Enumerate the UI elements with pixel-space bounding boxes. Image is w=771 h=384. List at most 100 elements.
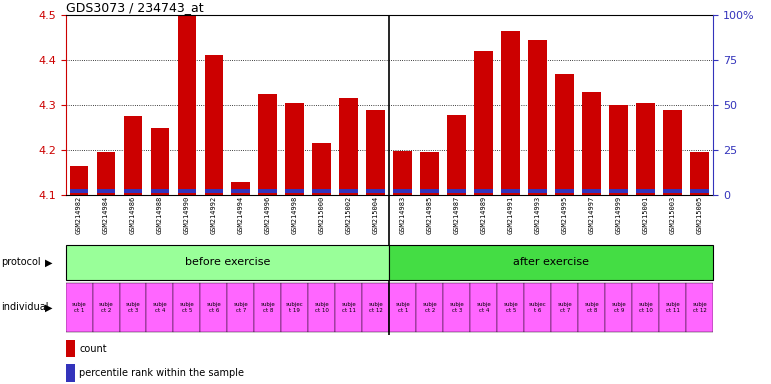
Bar [66,283,93,332]
Text: GSM215002: GSM215002 [346,196,352,234]
Text: after exercise: after exercise [513,257,589,268]
Bar [69,166,89,195]
Text: GSM215005: GSM215005 [697,196,702,234]
Text: before exercise: before exercise [185,257,270,268]
Text: GSM214993: GSM214993 [535,196,540,234]
Text: GSM215000: GSM215000 [319,196,325,234]
Bar [96,189,116,193]
Bar [120,283,146,332]
Bar [393,151,412,195]
Bar [231,189,251,193]
Bar [281,283,308,332]
Bar [501,31,520,195]
Text: subjec
t 19: subjec t 19 [286,302,304,313]
Text: subje
ct 5: subje ct 5 [180,302,194,313]
Bar [528,40,547,195]
Text: GSM214982: GSM214982 [76,196,82,234]
Bar [690,189,709,193]
Text: GSM214996: GSM214996 [265,196,271,234]
Bar [447,189,466,193]
Text: subje
ct 8: subje ct 8 [261,302,275,313]
Text: GSM214986: GSM214986 [130,196,136,234]
Bar [632,283,659,332]
Bar [69,189,89,193]
Bar [123,116,143,195]
Bar [501,189,520,193]
Text: subje
ct 4: subje ct 4 [153,302,167,313]
Text: GSM214989: GSM214989 [481,196,487,234]
Text: GSM215001: GSM215001 [643,196,648,234]
Text: protocol: protocol [2,257,41,268]
Bar [312,143,332,195]
Bar [474,189,493,193]
Bar [366,189,386,193]
Bar [227,283,254,332]
Bar [177,16,197,195]
Bar [636,103,655,195]
Bar [389,283,416,332]
Bar [200,283,227,332]
Text: GSM214997: GSM214997 [589,196,594,234]
Text: subje
ct 12: subje ct 12 [369,302,383,313]
Text: subje
ct 2: subje ct 2 [99,302,113,313]
Text: subje
ct 1: subje ct 1 [396,302,410,313]
Bar [420,189,439,193]
Text: subje
ct 7: subje ct 7 [557,302,572,313]
Bar [609,189,628,193]
Text: GDS3073 / 234743_at: GDS3073 / 234743_at [66,1,204,14]
Bar [308,283,335,332]
Bar [173,283,200,332]
Text: subje
ct 11: subje ct 11 [665,302,680,313]
Text: ▶: ▶ [45,257,52,268]
Bar [204,189,224,193]
Text: subje
ct 8: subje ct 8 [584,302,599,313]
Bar [690,152,709,195]
Text: subje
ct 10: subje ct 10 [638,302,653,313]
Text: GSM214988: GSM214988 [157,196,163,234]
Text: GSM214984: GSM214984 [103,196,109,234]
Text: subje
ct 5: subje ct 5 [503,302,518,313]
Bar [497,283,524,332]
Text: subje
ct 3: subje ct 3 [126,302,140,313]
Text: GSM214995: GSM214995 [562,196,567,234]
Bar [555,189,574,193]
Bar [93,283,120,332]
Text: subje
ct 9: subje ct 9 [611,302,626,313]
Text: GSM214985: GSM214985 [427,196,433,234]
Bar [96,152,116,195]
Bar [582,91,601,195]
Bar [528,189,547,193]
Bar [312,189,332,193]
Bar [605,283,632,332]
Bar [150,128,170,195]
Text: GSM214994: GSM214994 [238,196,244,234]
Bar [258,189,278,193]
Bar [150,189,170,193]
Bar [393,189,412,193]
Bar [551,283,578,332]
Text: GSM214998: GSM214998 [292,196,298,234]
Bar [362,283,389,332]
Text: GSM215003: GSM215003 [670,196,675,234]
Bar [659,283,686,332]
Text: subje
ct 11: subje ct 11 [342,302,356,313]
Text: GSM214983: GSM214983 [400,196,406,234]
Bar [146,283,173,332]
Text: subjec
t 6: subjec t 6 [529,302,547,313]
Bar [339,189,359,193]
Text: individual: individual [2,302,49,313]
Bar [474,51,493,195]
Bar [123,189,143,193]
Bar [177,189,197,193]
Text: percentile rank within the sample: percentile rank within the sample [79,368,244,378]
Bar [389,245,713,280]
Bar [285,189,305,193]
Text: subje
ct 12: subje ct 12 [692,302,707,313]
Text: subje
ct 4: subje ct 4 [476,302,491,313]
Text: subje
ct 2: subje ct 2 [423,302,437,313]
Bar [416,283,443,332]
Bar [582,189,601,193]
Bar [470,283,497,332]
Text: GSM215004: GSM215004 [373,196,379,234]
Bar [555,73,574,195]
